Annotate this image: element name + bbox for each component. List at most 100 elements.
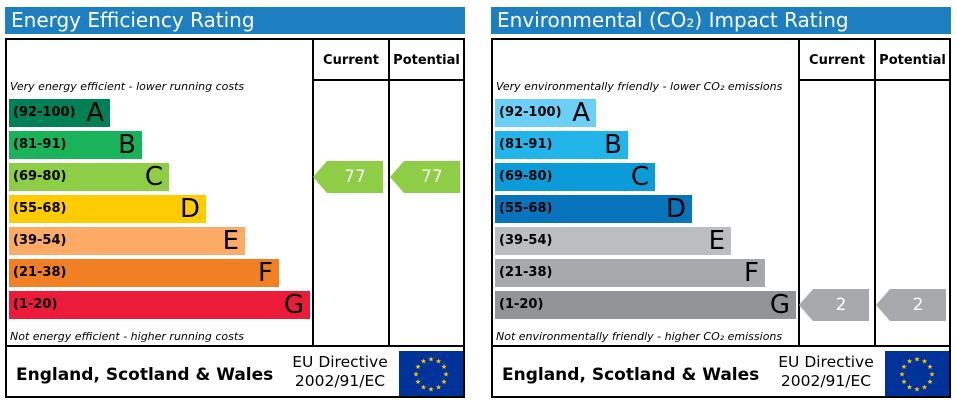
eu-star-icon: ★: [435, 358, 441, 366]
directive-line-2: 2002/91/EC: [294, 372, 386, 390]
band-range: (69-80): [499, 169, 553, 184]
directive-line-1: EU Directive: [292, 353, 388, 371]
band-letter: G: [769, 290, 790, 320]
rating-band-c: (69-80) C: [9, 162, 169, 192]
band-range: (92-100): [13, 105, 76, 120]
column-divider: [388, 40, 390, 347]
eu-star-icon: ★: [441, 378, 447, 386]
directive-line-1: EU Directive: [778, 353, 874, 371]
rating-frame: Current Potential Very energy efficient …: [5, 38, 465, 398]
band-letter: E: [222, 226, 239, 256]
environmental-impact-panel: Environmental (CO₂) Impact Rating Curren…: [491, 7, 951, 398]
band-letter: G: [283, 290, 304, 320]
band-range: (92-100): [499, 105, 562, 120]
band-range: (55-68): [13, 201, 67, 216]
potential-column-header: Potential: [879, 53, 946, 68]
band-letter: E: [708, 226, 725, 256]
band-letter: F: [258, 258, 273, 288]
bottom-note: Not energy efficient - higher running co…: [10, 330, 244, 343]
eu-star-icon: ★: [428, 386, 434, 394]
rating-band-g: (1-20) G: [495, 290, 796, 320]
top-note: Very energy efficient - lower running co…: [10, 80, 245, 93]
rating-band-a: (92-100) A: [9, 98, 110, 128]
eu-star-icon: ★: [443, 371, 449, 379]
eu-star-icon: ★: [420, 358, 426, 366]
eu-star-icon: ★: [927, 378, 933, 386]
potential-rating-arrow: 77: [390, 161, 460, 193]
eu-directive: EU Directive 2002/91/EC: [283, 353, 397, 391]
band-range: (81-91): [13, 137, 67, 152]
column-divider: [312, 40, 314, 347]
eu-star-icon: ★: [906, 384, 912, 392]
band-range: (1-20): [499, 297, 544, 312]
bottom-note: Not environmentally friendly - higher CO…: [496, 330, 783, 343]
eu-star-icon: ★: [415, 363, 421, 371]
directive-line-2: 2002/91/EC: [780, 372, 872, 390]
country-label: England, Scotland & Wales: [16, 365, 274, 385]
eu-star-icon: ★: [428, 356, 434, 364]
current-column-header: Current: [809, 53, 865, 68]
potential-rating-arrow: 2: [876, 289, 946, 321]
header-divider: [312, 79, 463, 81]
band-letter: C: [630, 162, 649, 192]
footer-divider: [7, 345, 463, 347]
top-note: Very environmentally friendly - lower CO…: [496, 80, 783, 93]
panel-title: Energy Efficiency Rating: [5, 7, 465, 34]
eu-directive: EU Directive 2002/91/EC: [769, 353, 883, 391]
rating-band-d: (55-68) D: [9, 194, 206, 224]
band-letter: B: [118, 130, 136, 160]
eu-star-icon: ★: [413, 371, 419, 379]
band-letter: C: [144, 162, 163, 192]
band-range: (21-38): [499, 265, 553, 280]
rating-band-d: (55-68) D: [495, 194, 692, 224]
band-range: (39-54): [499, 233, 553, 248]
header-divider: [798, 79, 949, 81]
band-range: (1-20): [13, 297, 58, 312]
band-range: (81-91): [499, 137, 553, 152]
eu-star-icon: ★: [420, 384, 426, 392]
band-range: (39-54): [13, 233, 67, 248]
column-divider: [874, 40, 876, 347]
potential-rating-value: 77: [421, 167, 443, 187]
eu-star-icon: ★: [906, 358, 912, 366]
current-column-header: Current: [323, 53, 379, 68]
band-letter: F: [744, 258, 759, 288]
eu-star-icon: ★: [914, 356, 920, 364]
band-range: (21-38): [13, 265, 67, 280]
rating-band-e: (39-54) E: [9, 226, 245, 256]
eu-star-icon: ★: [441, 363, 447, 371]
eu-star-icon: ★: [415, 378, 421, 386]
eu-star-icon: ★: [901, 378, 907, 386]
rating-band-f: (21-38) F: [495, 258, 765, 288]
band-letter: A: [86, 98, 104, 128]
rating-band-a: (92-100) A: [495, 98, 596, 128]
band-letter: D: [665, 194, 686, 224]
rating-band-b: (81-91) B: [9, 130, 142, 160]
band-letter: D: [179, 194, 200, 224]
eu-flag-icon: ★ ★ ★ ★ ★ ★ ★ ★ ★ ★ ★ ★: [885, 351, 949, 396]
current-rating-value: 2: [835, 295, 847, 315]
eu-star-icon: ★: [435, 384, 441, 392]
rating-band-c: (69-80) C: [495, 162, 655, 192]
energy-efficiency-panel: Energy Efficiency Rating Current Potenti…: [5, 7, 465, 398]
rating-band-g: (1-20) G: [9, 290, 310, 320]
eu-star-icon: ★: [929, 371, 935, 379]
eu-flag-icon: ★ ★ ★ ★ ★ ★ ★ ★ ★ ★ ★ ★: [399, 351, 463, 396]
column-divider: [798, 40, 800, 347]
potential-rating-value: 2: [912, 295, 924, 315]
eu-star-icon: ★: [899, 371, 905, 379]
potential-column-header: Potential: [393, 53, 460, 68]
footer-divider: [493, 345, 949, 347]
eu-star-icon: ★: [921, 384, 927, 392]
current-rating-arrow: 2: [799, 289, 869, 321]
eu-star-icon: ★: [914, 386, 920, 394]
eu-star-icon: ★: [927, 363, 933, 371]
band-letter: B: [604, 130, 622, 160]
band-letter: A: [572, 98, 590, 128]
country-label: England, Scotland & Wales: [502, 365, 760, 385]
band-range: (55-68): [499, 201, 553, 216]
rating-band-f: (21-38) F: [9, 258, 279, 288]
eu-star-icon: ★: [901, 363, 907, 371]
band-range: (69-80): [13, 169, 67, 184]
rating-band-b: (81-91) B: [495, 130, 628, 160]
